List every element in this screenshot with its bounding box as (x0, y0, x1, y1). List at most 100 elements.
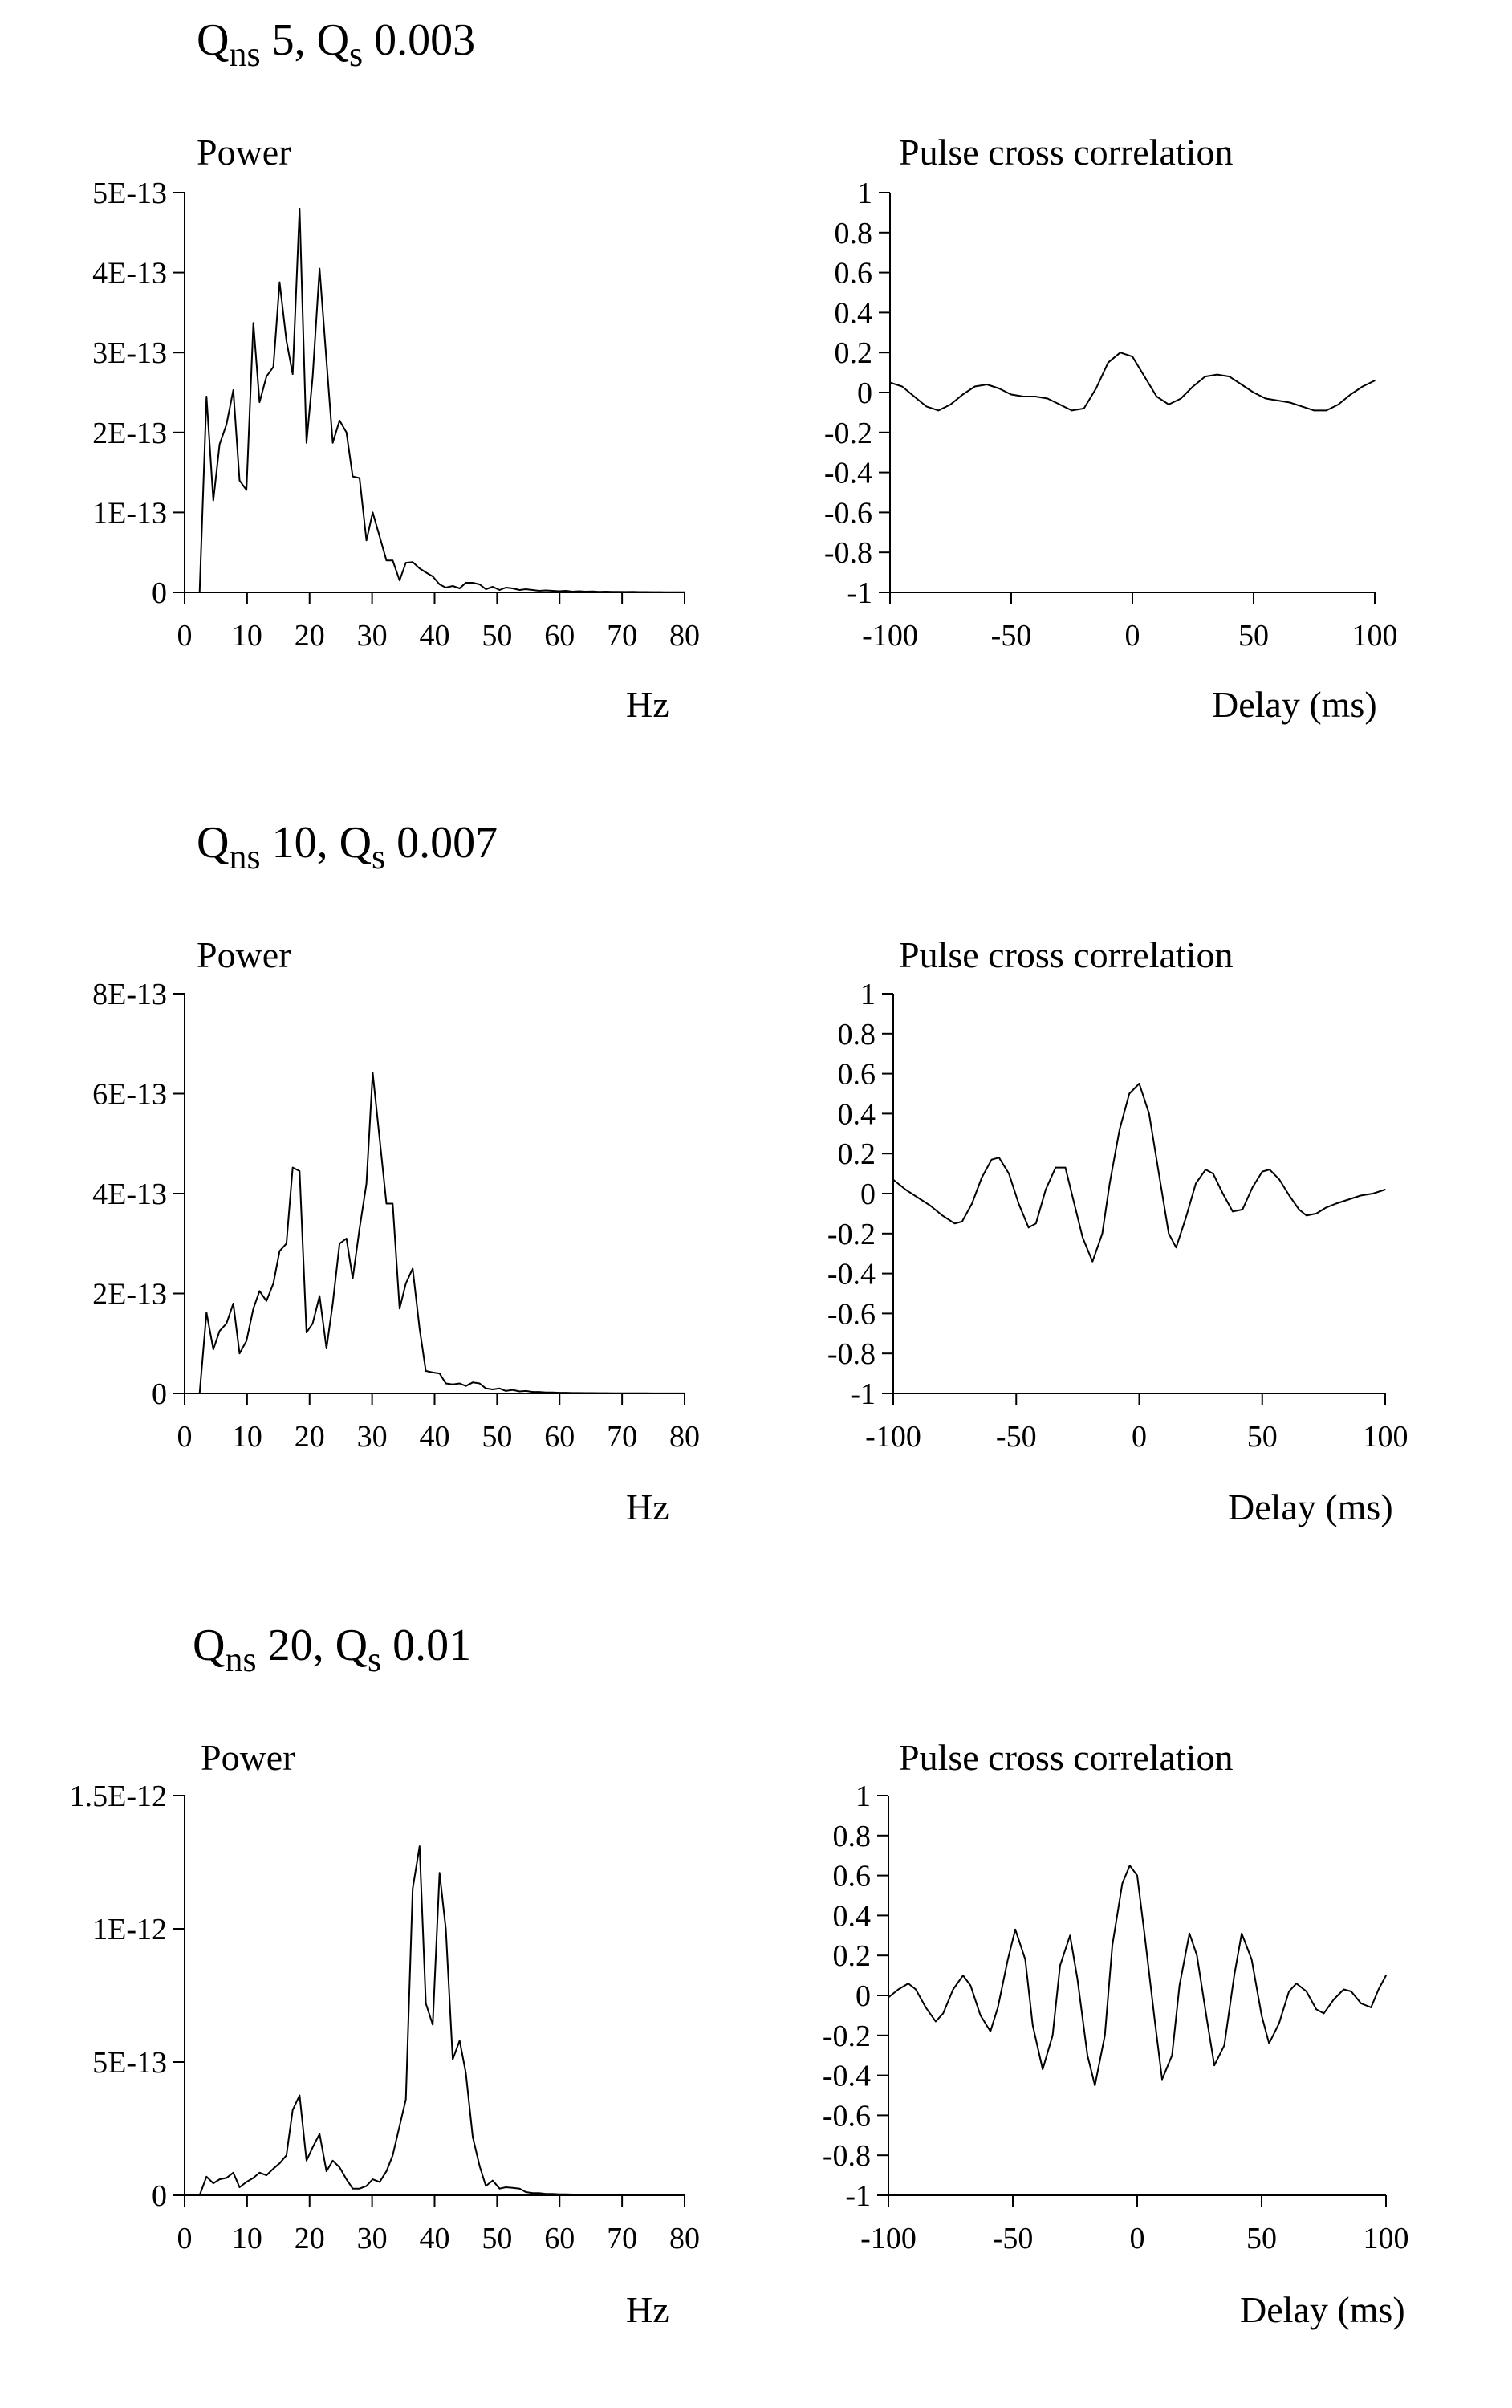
data-point (306, 1332, 307, 1333)
x-tick-label: 100 (1364, 2222, 1409, 2255)
data-point (198, 2194, 201, 2196)
data-point (1136, 1874, 1138, 1877)
panel-label-part: s (368, 1640, 381, 1679)
data-point (198, 592, 201, 593)
data-point (258, 1290, 261, 1292)
panel-label-part: s (349, 35, 363, 74)
data-point (392, 2154, 394, 2156)
data-point (306, 441, 307, 444)
data-point (949, 404, 952, 405)
data-point (512, 588, 514, 589)
data-point (1059, 1964, 1061, 1967)
y-tick-label: 4E-13 (92, 257, 167, 291)
data-point (605, 591, 607, 592)
x-tick-label: 50 (1238, 619, 1269, 653)
y-tick-label: -1 (845, 2179, 871, 2213)
data-point (1008, 1173, 1010, 1174)
data-point (465, 1385, 467, 1387)
data-point (326, 1348, 327, 1349)
data-point (1306, 1991, 1307, 1992)
data-point (1385, 1975, 1387, 1976)
data-point (1178, 1984, 1181, 1987)
data-point (286, 340, 287, 342)
data-point (291, 2109, 294, 2111)
data-point (404, 1283, 407, 1284)
x-tick-label: 50 (1247, 1420, 1278, 1454)
y-tick-label: -0.2 (824, 417, 872, 450)
data-point (998, 388, 1000, 389)
x-tick-label: 10 (232, 619, 262, 653)
data-point (1241, 1933, 1242, 1934)
data-point (412, 1888, 413, 1889)
data-point (266, 2174, 267, 2176)
data-point (1221, 1193, 1224, 1194)
data-point (299, 1170, 301, 1172)
data-point (498, 589, 501, 591)
data-point (1104, 2035, 1106, 2036)
data-point (625, 2194, 627, 2196)
data-point (585, 591, 587, 592)
data-point (942, 2012, 944, 2015)
data-point (585, 1392, 587, 1394)
data-point (213, 499, 214, 502)
data-point (671, 1393, 673, 1394)
data-point (1216, 373, 1218, 376)
data-point (525, 2191, 526, 2193)
data-point (612, 591, 614, 592)
data-point (419, 567, 421, 569)
data-point (1241, 384, 1242, 385)
data-point (551, 2193, 554, 2195)
data-point (339, 420, 340, 421)
y-tick-label: 1 (856, 1780, 871, 1813)
data-point (1333, 1999, 1335, 2000)
y-tick-label: 4E-13 (92, 1178, 167, 1211)
x-tick-label: 0 (177, 1420, 193, 1454)
data-point (1076, 1979, 1079, 1980)
data-point (571, 591, 574, 592)
data-point (339, 1243, 340, 1245)
data-point (445, 1382, 447, 1385)
data-point (952, 1988, 954, 1991)
data-point (1108, 361, 1109, 364)
data-point (1337, 404, 1339, 405)
y-tick-label: 0.4 (838, 1097, 876, 1131)
data-point (1158, 1173, 1160, 1174)
x-tick-label: 40 (420, 2222, 450, 2255)
data-point (238, 1352, 241, 1354)
x-tick-label: 50 (482, 2222, 512, 2255)
x-tick-label: 40 (420, 1420, 450, 1454)
data-point (438, 1373, 441, 1374)
data-point (591, 2194, 594, 2196)
data-point (578, 590, 580, 592)
data-point (532, 589, 534, 591)
data-point (226, 1323, 228, 1324)
data-point (618, 2194, 620, 2196)
data-point (908, 1983, 909, 1984)
data-point (1360, 1194, 1362, 1197)
data-point (565, 590, 567, 592)
data-point (684, 1393, 685, 1394)
data-point (232, 1303, 234, 1304)
data-point (492, 1389, 494, 1390)
y-tick-label: -1 (847, 576, 872, 610)
data-point (258, 2172, 261, 2174)
data-point (1374, 380, 1376, 381)
panel-label-part: Q (197, 818, 229, 868)
data-point (1242, 1209, 1243, 1210)
panel-label-part: 0.003 (363, 15, 475, 65)
data-point (339, 2166, 340, 2168)
data-point (1295, 1983, 1298, 1984)
data-point (1253, 392, 1254, 393)
data-point (306, 2160, 307, 2162)
data-point (1180, 397, 1182, 400)
y-tick-label: -0.8 (824, 536, 872, 570)
x-tick-label: 80 (669, 2222, 700, 2255)
x-tick-label: 60 (544, 1420, 575, 1454)
data-point (425, 1370, 427, 1372)
data-point (638, 2194, 640, 2196)
data-point (465, 582, 467, 584)
data-point (644, 1393, 647, 1394)
data-point (551, 590, 554, 592)
data-point (981, 1177, 983, 1178)
y-tick-label: 0 (152, 576, 167, 610)
